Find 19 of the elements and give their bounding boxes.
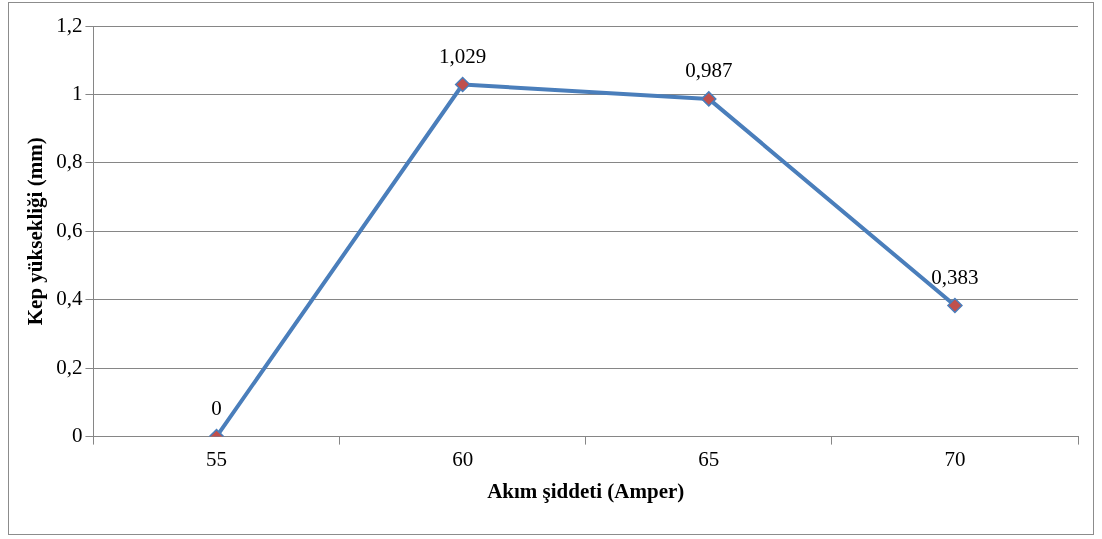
y-tick-label: 1 <box>71 80 83 105</box>
x-tick-label: 60 <box>452 446 474 471</box>
x-axis-title: Akım şiddeti (Amper) <box>487 478 685 503</box>
y-tick-label: 0,2 <box>56 354 83 379</box>
data-label: 1,029 <box>439 43 487 68</box>
x-tick-label: 65 <box>698 446 720 471</box>
point <box>454 76 471 93</box>
data-label: 0,383 <box>931 264 979 289</box>
y-tick-label: 0,4 <box>56 286 83 311</box>
x-tick-label: 70 <box>944 446 966 471</box>
data-label: 0 <box>211 395 222 420</box>
x-tick-label: 55 <box>206 446 228 471</box>
y-axis-title: Kep yüksekliği (mm) <box>23 137 48 326</box>
y-tick-label: 0,8 <box>56 149 83 174</box>
point <box>701 91 717 107</box>
y-tick-label: 0 <box>71 423 83 448</box>
data-label: 0,987 <box>685 57 733 82</box>
y-tick-label: 1,2 <box>56 12 83 37</box>
y-tick-label: 0,6 <box>56 217 83 242</box>
